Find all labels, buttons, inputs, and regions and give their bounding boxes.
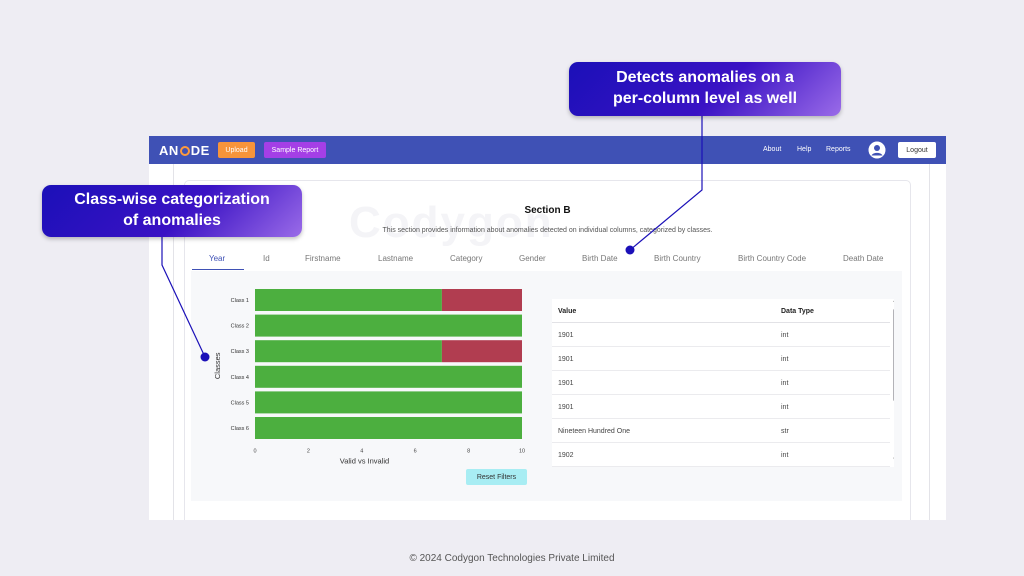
nav-link-reports[interactable]: Reports (826, 146, 851, 153)
valid-bar (255, 365, 522, 388)
cell-value: 1901 (558, 404, 574, 411)
callout-top-line-2: per-column level as well (612, 90, 798, 107)
tab-death-date[interactable]: Death Date (843, 254, 884, 263)
table-header: Value Data Type (552, 299, 890, 323)
column-tabs: Year Id Firstname Lastname Category Gend… (192, 251, 902, 271)
table-scrollbar[interactable] (893, 309, 894, 401)
copyright-footer: © 2024 Codygon Technologies Private Limi… (409, 553, 615, 564)
cell-value: 1901 (558, 356, 574, 363)
cell-value: 1901 (558, 332, 574, 339)
left-divider (173, 164, 174, 520)
callout-top-connector (629, 116, 703, 251)
callout-left-line-2: of anomalies (123, 212, 221, 229)
category-label: Class 1 (231, 298, 249, 304)
valid-bar (255, 314, 522, 337)
tab-firstname[interactable]: Firstname (305, 254, 341, 263)
table-row[interactable]: 1902 int (552, 443, 890, 467)
cell-data-type: int (781, 452, 789, 459)
right-divider (929, 164, 930, 520)
x-tick-label: 0 (253, 449, 256, 455)
tab-birth-country-code[interactable]: Birth Country Code (738, 254, 807, 263)
valid-bar (255, 289, 442, 311)
navbar: AN DE Upload Sample Report About Help Rep… (149, 136, 946, 164)
reset-filters-button[interactable]: Reset Filters (466, 469, 527, 485)
y-axis-label: Classes (213, 352, 222, 379)
table-row[interactable]: 1901 int (552, 395, 890, 419)
category-label: Class 3 (231, 349, 249, 355)
category-label: Class 5 (231, 400, 249, 406)
cell-data-type: int (781, 404, 789, 411)
callout-per-column-detection: Detects anomalies on a per-column level … (569, 62, 841, 116)
codygon-watermark: Codygon (349, 198, 554, 247)
logout-button[interactable]: Logout (898, 142, 936, 158)
cell-value: 1902 (558, 452, 574, 459)
x-tick-label: 8 (467, 449, 470, 455)
tab-lastname[interactable]: Lastname (378, 254, 414, 263)
tab-birth-country[interactable]: Birth Country (654, 254, 701, 263)
active-tab-indicator (192, 269, 244, 270)
category-label: Class 4 (231, 375, 249, 381)
tab-id[interactable]: Id (263, 254, 270, 263)
section-title: Section B (524, 205, 571, 216)
nav-link-about[interactable]: About (763, 146, 782, 153)
table-row[interactable]: 1901 int (552, 371, 890, 395)
table-row[interactable]: 1901 int (552, 323, 890, 347)
x-tick-label: 2 (307, 449, 310, 455)
section-description: This section provides information about … (382, 227, 713, 234)
tab-content-panel: Class 1 Class 2 Class 3 Class 4 Class 5 Class… (191, 271, 902, 501)
valid-bar (255, 391, 522, 414)
invalid-bar (441, 340, 522, 363)
cell-data-type: int (781, 356, 789, 363)
cell-data-type: int (781, 380, 789, 387)
anode-logo[interactable]: AN DE (159, 143, 210, 158)
x-tick-label: 6 (414, 449, 417, 455)
user-avatar-icon[interactable] (868, 141, 886, 159)
cell-data-type: int (781, 332, 789, 339)
nav-link-help[interactable]: Help (797, 146, 812, 153)
scroll-up-arrow-icon[interactable]: ▲ (892, 299, 894, 304)
tab-birth-date[interactable]: Birth Date (582, 254, 618, 263)
table-row[interactable]: Nineteen Hundred One str (552, 419, 890, 443)
x-axis-label: Valid vs Invalid (340, 457, 389, 466)
values-table: Value Data Type 1901 int 1901 int 1901 i… (552, 299, 894, 467)
scroll-down-arrow-icon[interactable]: ▼ (892, 457, 894, 463)
callout-class-categorization: Class-wise categorization of anomalies (42, 185, 302, 237)
class-anomaly-bar-chart: Class 1 Class 2 Class 3 Class 4 Class 5 Class… (213, 289, 525, 466)
callout-left-line-1: Class-wise categorization (74, 191, 270, 208)
valid-bar (255, 417, 522, 439)
column-header-value: Value (558, 308, 577, 315)
invalid-bar (441, 289, 522, 311)
category-label: Class 2 (231, 324, 249, 330)
tab-year[interactable]: Year (209, 254, 226, 263)
cell-value: Nineteen Hundred One (558, 428, 630, 435)
anode-app-window: AN DE Upload Sample Report About Help Rep… (149, 136, 946, 520)
column-header-data-type: Data Type (781, 308, 814, 315)
category-label: Class 6 (231, 426, 249, 432)
table-row[interactable]: 1901 int (552, 347, 890, 371)
callout-top-line-1: Detects anomalies on a (616, 69, 794, 86)
callout-left-connector (161, 237, 206, 358)
x-tick-label: 10 (519, 449, 525, 455)
tab-gender[interactable]: Gender (519, 254, 546, 263)
cell-value: 1901 (558, 380, 574, 387)
cell-data-type: str (781, 428, 789, 435)
valid-bar (255, 340, 442, 363)
callout-top-marker (625, 245, 635, 255)
upload-button[interactable]: Upload (218, 142, 255, 158)
tab-category[interactable]: Category (450, 254, 483, 263)
sample-report-button[interactable]: Sample Report (264, 142, 326, 158)
callout-left-marker (200, 352, 210, 362)
x-tick-label: 4 (360, 449, 363, 455)
